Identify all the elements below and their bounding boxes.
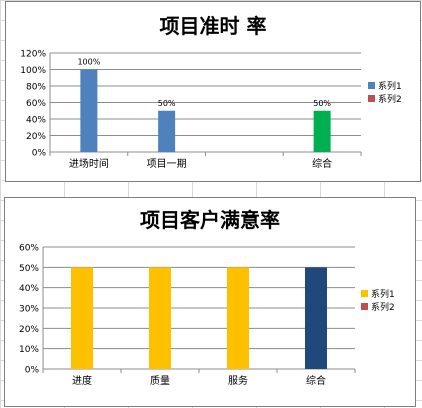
x-category-label: 综合	[306, 374, 326, 387]
bar	[71, 267, 93, 369]
y-tick-label: 20%	[26, 132, 46, 142]
y-tick-label: 60%	[19, 244, 39, 254]
bar	[313, 110, 331, 152]
bar	[149, 267, 171, 369]
y-tick-label: 120%	[20, 50, 46, 60]
customer-satisfaction-chart[interactable]: 项目客户满意率 0% 10% 20% 30% 40% 50% 60% 进度 质量 服务 综合 系列1 系…	[4, 197, 416, 407]
legend-label: 系列1	[371, 288, 395, 300]
y-tick-label: 0%	[32, 149, 47, 159]
y-tick-label: 20%	[19, 325, 39, 335]
y-tick-label: 30%	[19, 305, 39, 315]
y-tick-label: 80%	[26, 83, 46, 93]
data-label: 50%	[158, 99, 176, 108]
y-tick-label: 40%	[26, 116, 46, 126]
legend-label: 系列1	[378, 80, 402, 92]
y-tick-label: 0%	[25, 366, 40, 376]
on-time-rate-chart[interactable]: 项目准时 率 0% 20% 40% 60% 80% 100% 120% 进场时间 100% 项目一…	[5, 1, 421, 182]
on-time-rate-plot: 0% 20% 40% 60% 80% 100% 120% 进场时间 100% 项目一期 50% 综合 5…	[20, 50, 402, 171]
legend-swatch	[361, 290, 368, 297]
x-category-label: 服务	[228, 374, 248, 387]
y-tick-label: 60%	[26, 99, 46, 109]
x-category-label: 进场时间	[69, 157, 109, 170]
x-category-label: 进度	[72, 374, 92, 387]
legend-label: 系列2	[378, 93, 402, 105]
chart-title: 项目客户满意率	[140, 208, 280, 232]
legend-swatch	[368, 95, 375, 102]
x-category-label: 质量	[150, 375, 170, 387]
y-tick-label: 40%	[19, 284, 39, 294]
legend-label: 系列2	[371, 301, 395, 313]
legend-swatch	[368, 82, 375, 89]
bar	[305, 267, 327, 369]
bar	[158, 110, 176, 152]
data-label: 100%	[77, 58, 100, 67]
data-label: 50%	[313, 99, 331, 108]
y-tick-label: 50%	[19, 264, 39, 274]
legend-swatch	[361, 303, 368, 310]
chart-title: 项目准时 率	[159, 14, 267, 38]
x-category-label: 项目一期	[147, 158, 187, 170]
y-tick-label: 10%	[19, 345, 39, 355]
bar	[227, 267, 249, 369]
x-category-label: 综合	[312, 157, 332, 170]
bar	[80, 69, 98, 152]
y-tick-label: 100%	[20, 66, 46, 76]
